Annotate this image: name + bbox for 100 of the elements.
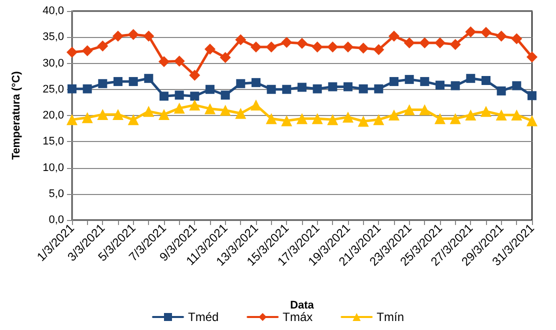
point — [450, 81, 460, 90]
point — [465, 26, 476, 38]
point — [511, 109, 522, 120]
point — [250, 100, 262, 111]
point — [266, 113, 277, 124]
point — [328, 82, 338, 92]
legend-label: Tmáx — [282, 310, 313, 324]
point — [512, 81, 522, 90]
point — [143, 106, 154, 117]
point — [528, 91, 536, 100]
point — [358, 42, 369, 54]
point — [482, 76, 490, 85]
point — [220, 52, 231, 63]
y-tick-label: 10,0 — [42, 162, 64, 174]
point — [114, 77, 122, 86]
point — [98, 79, 108, 88]
point — [450, 38, 461, 50]
point — [358, 84, 368, 94]
point — [158, 108, 170, 120]
point — [404, 104, 415, 116]
point — [420, 77, 430, 86]
point — [342, 42, 354, 53]
legend-label: Tméd — [188, 310, 219, 324]
y-tick-label: 25,0 — [42, 83, 64, 96]
point — [404, 74, 414, 84]
y-tick-label: 15,0 — [42, 136, 64, 148]
point — [282, 84, 292, 94]
point — [281, 36, 292, 48]
point — [220, 90, 230, 100]
point — [526, 51, 538, 62]
point — [496, 30, 507, 42]
point — [298, 82, 306, 92]
point — [480, 106, 492, 117]
point — [312, 113, 323, 124]
point — [266, 42, 277, 53]
point — [327, 114, 338, 126]
point — [327, 42, 338, 53]
point — [388, 109, 400, 120]
point — [82, 84, 92, 94]
point — [204, 103, 216, 114]
point — [82, 45, 93, 56]
point — [174, 102, 185, 114]
legend-label: Tmín — [376, 310, 404, 324]
point — [97, 40, 108, 52]
x-axis-title: Data — [290, 300, 315, 312]
point — [434, 113, 446, 124]
y-tick-label: 35,0 — [42, 31, 64, 44]
point — [450, 113, 461, 124]
point — [189, 70, 200, 81]
point — [296, 38, 308, 49]
point — [189, 100, 200, 111]
point — [296, 113, 308, 124]
point — [236, 79, 246, 88]
point — [434, 37, 446, 48]
point — [66, 46, 78, 58]
point — [419, 37, 430, 48]
point — [281, 115, 292, 126]
point — [511, 33, 522, 44]
y-tick-label: 5,0 — [48, 188, 64, 200]
point — [174, 56, 185, 67]
point — [312, 84, 322, 94]
point — [252, 78, 260, 88]
point — [235, 34, 246, 46]
point — [342, 112, 354, 123]
y-axis-title: Temperatura (°C) — [10, 70, 22, 160]
point — [388, 30, 400, 42]
y-tick-label: 40,0 — [42, 5, 64, 17]
point — [358, 116, 369, 127]
point — [174, 90, 184, 100]
point — [466, 74, 476, 83]
point — [465, 109, 476, 120]
point — [235, 108, 246, 119]
point — [419, 104, 430, 116]
y-tick-label: 20,0 — [42, 110, 64, 122]
point — [158, 56, 170, 68]
point — [143, 30, 154, 42]
point — [526, 115, 538, 126]
point — [206, 84, 214, 94]
point — [82, 112, 93, 124]
point — [128, 29, 139, 40]
point — [344, 82, 352, 92]
point — [144, 74, 154, 83]
point — [128, 77, 138, 86]
point — [190, 92, 200, 101]
point — [97, 108, 108, 120]
point — [374, 84, 384, 94]
point — [128, 114, 139, 126]
point — [404, 37, 415, 48]
point — [160, 92, 168, 101]
y-tick-label: 0,0 — [48, 214, 64, 226]
point — [480, 26, 492, 38]
point — [312, 42, 323, 53]
point — [390, 77, 398, 86]
point — [112, 108, 124, 120]
point — [266, 84, 276, 94]
point — [112, 30, 124, 42]
point — [496, 109, 507, 120]
y-tick-label: 30,0 — [42, 57, 64, 70]
point — [250, 42, 262, 53]
point — [496, 86, 506, 96]
